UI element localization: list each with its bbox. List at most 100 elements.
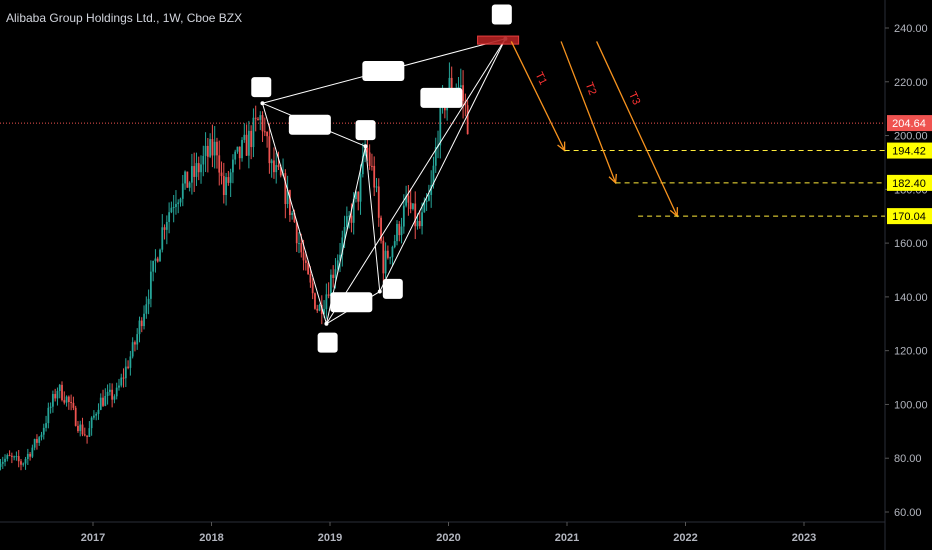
candle-body [74,407,77,426]
candle-body [122,377,125,379]
candle-body [70,402,73,404]
candle-body [252,117,255,148]
candle-body [368,152,371,166]
candle-body [17,456,20,462]
candle-body [341,237,344,255]
candle-body [206,145,209,157]
x-tick-label: 2019 [318,532,342,544]
candle-body [10,455,13,457]
candle-body [79,424,82,432]
candle-body [364,147,366,156]
y-tick-label: 220.00 [894,77,928,89]
candle-body [229,172,232,183]
pattern-point-c [377,289,382,294]
target-arrow-t3 [596,41,678,217]
candle-body [108,389,111,392]
candle-body [332,274,335,279]
candle-body [67,396,70,403]
candle-body [268,136,271,164]
candle-body [393,241,396,247]
candle-body [330,274,332,296]
candle-body [152,260,155,272]
x-tick-label: 2022 [673,532,697,544]
pattern-label-box [288,114,331,135]
candle-body [238,146,241,159]
pattern-label-box [491,4,512,25]
candle-body [156,258,159,262]
candle-body [168,212,171,222]
pattern-label-box [330,292,373,313]
target-arrow-t2 [560,41,617,184]
pattern-point-a [324,321,329,326]
candle-body [47,407,50,424]
candle-body [434,147,437,166]
candle-body [54,394,57,399]
candle-body [136,334,139,345]
candle-body [31,447,34,457]
candle-body [418,220,421,227]
target-arrow-t1 [510,41,566,151]
candle-body [4,458,6,462]
candle-body [200,164,202,173]
candle-body [314,293,316,309]
candle-body [284,173,287,205]
candle-body [286,190,289,205]
candles [0,62,469,471]
target-name-label: T3 [626,90,642,107]
candle-body [154,258,157,261]
candle-body [423,201,426,213]
candle-body [298,243,300,245]
candle-body [161,227,164,250]
candle-body [227,177,230,183]
y-tick-label: 80.00 [894,453,922,465]
candle-body [462,85,464,101]
candle-body [220,172,223,177]
candle-body [216,141,218,156]
candle-body [355,191,357,200]
candle-body [213,141,216,156]
harmonic-pattern-diagonal [326,38,506,325]
candle-body [295,222,298,244]
candle-body [97,409,100,414]
candle-body [421,212,423,227]
candle-body [129,356,132,368]
candle-body [318,304,321,311]
candle-body [209,139,212,157]
candle-body [386,250,389,258]
y-tick-label: 140.00 [894,292,928,304]
candle-body [134,342,136,345]
candle-body [414,203,417,227]
candle-body [111,389,114,400]
chart-title: Alibaba Group Holdings Ltd., 1W, Cboe BZ… [6,11,243,25]
candle-body [149,271,152,299]
candle-body [222,176,225,196]
candle-body [225,177,227,196]
candle-body [402,205,405,227]
candle-body [352,199,355,223]
candle-body [193,166,196,177]
candle-body [247,130,250,156]
candle-body [459,85,462,88]
candle-body [140,320,143,327]
candle-body [382,240,385,274]
candle-body [241,139,243,159]
candle-body [448,77,451,95]
candle-body [466,105,469,135]
candle-body [90,417,93,429]
x-tick-label: 2023 [792,532,816,544]
candle-body [22,463,25,465]
pattern-point-x [260,101,265,106]
candle-body [175,204,177,208]
candle-body [425,200,428,202]
candle-body [115,387,118,397]
candle-body [197,163,200,173]
candle-body [83,434,86,436]
candle-body [170,207,173,213]
pattern-label-box [420,87,463,108]
y-tick-label: 160.00 [894,238,928,250]
pattern-label-box [317,332,338,353]
candle-body [300,243,303,253]
candle-body [186,171,189,188]
